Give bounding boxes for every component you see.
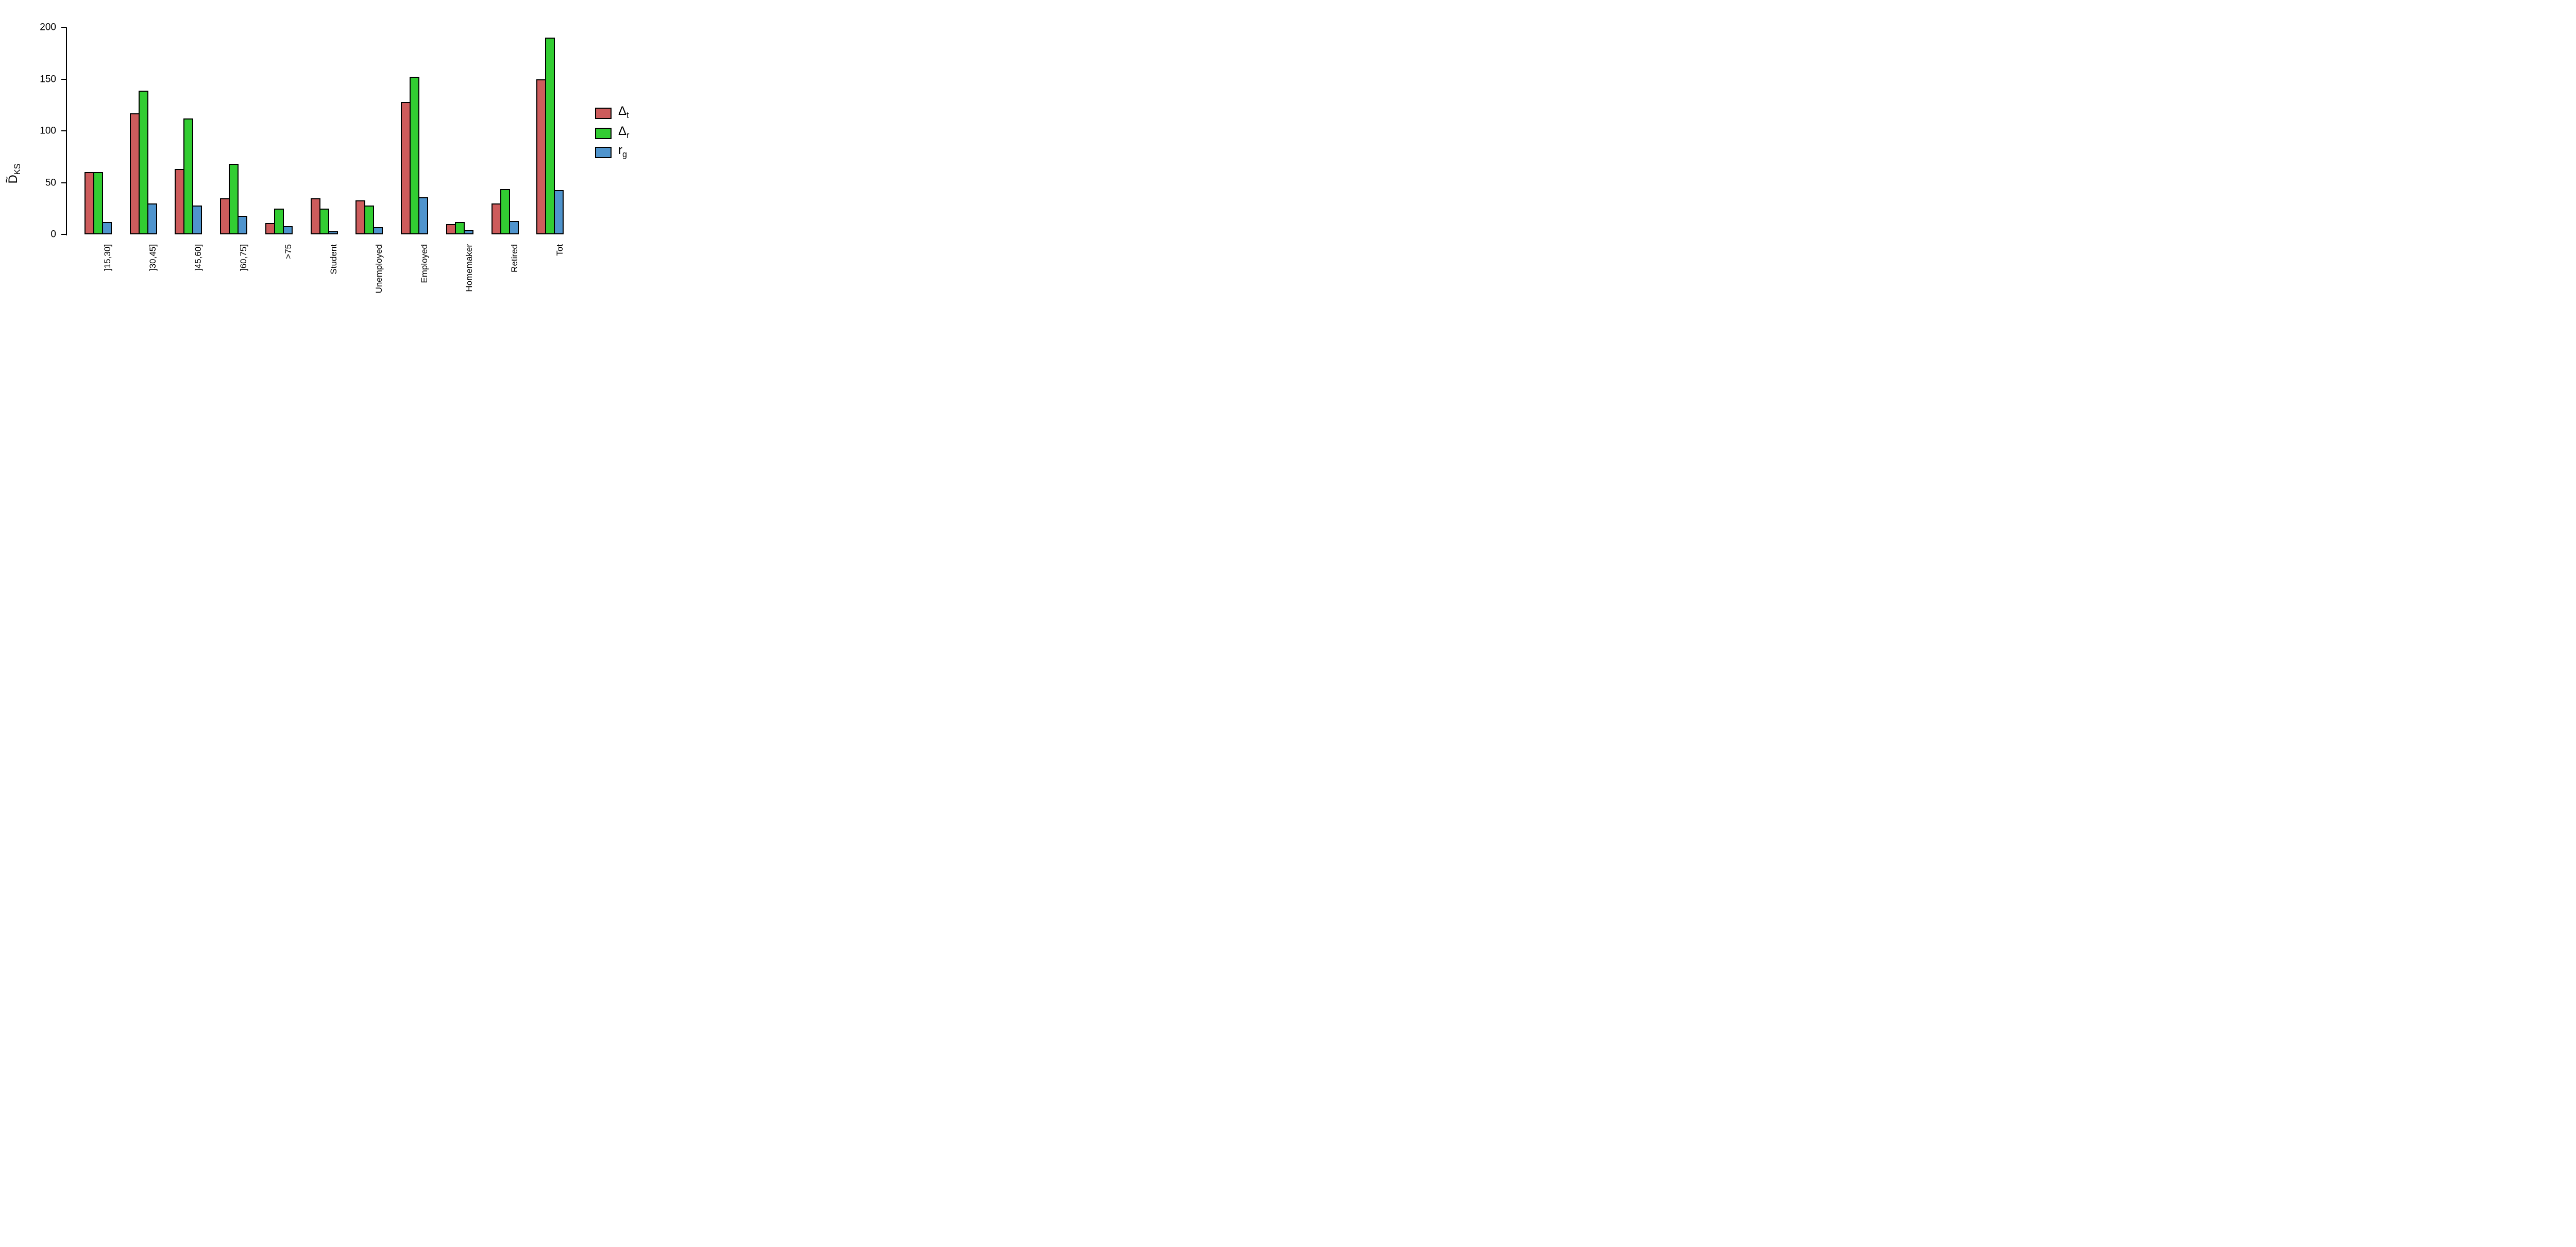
bar-r_g-2 — [192, 205, 202, 234]
legend-swatch-r_g — [595, 146, 612, 158]
y-tick-label-0: 0 — [50, 229, 56, 240]
bar-Delta_r-0 — [93, 172, 103, 234]
bar-r_g-5 — [328, 231, 338, 234]
bar-r_g-10 — [554, 190, 564, 234]
bar-r_g-1 — [147, 203, 157, 234]
legend-entry-Delta_r: Δr — [595, 125, 629, 142]
x-label-1: ]30,45] — [148, 244, 158, 271]
x-label-5: Student — [329, 244, 338, 275]
bar-Delta_r-9 — [500, 189, 510, 234]
legend-swatch-Delta_r — [595, 127, 612, 139]
x-label-7: Employed — [419, 244, 429, 283]
x-label-6: Unemployed — [374, 244, 384, 294]
y-tick-label-200: 200 — [40, 22, 56, 33]
y-tick-0 — [61, 234, 66, 235]
y-tick-label-150: 150 — [40, 74, 56, 84]
bar-Delta_r-2 — [183, 118, 194, 234]
x-label-4: >75 — [283, 244, 294, 259]
y-tick-150 — [61, 78, 66, 80]
y-axis-title: D ~ KS — [0, 163, 23, 184]
bar-Delta_r-4 — [274, 208, 284, 234]
y-axis-title-subscript: KS — [12, 163, 22, 175]
bar-Delta_r-5 — [319, 208, 329, 234]
legend-label-Delta_r: Δr — [618, 124, 630, 140]
bar-r_g-9 — [509, 220, 519, 234]
legend-label-r_g: rg — [618, 143, 628, 159]
bar-Delta_r-8 — [454, 221, 465, 234]
x-label-2: ]45,60] — [193, 244, 203, 271]
bar-Delta_r-1 — [138, 90, 148, 234]
y-tick-100 — [61, 130, 66, 131]
y-axis-line — [66, 27, 67, 235]
y-axis-title-base: D ~ — [0, 175, 21, 184]
legend-swatch-Delta_t — [595, 107, 612, 119]
tilde-accent: ~ — [0, 176, 14, 183]
y-tick-50 — [61, 182, 66, 183]
bar-Delta_r-7 — [410, 77, 419, 234]
bar-r_g-3 — [238, 215, 247, 234]
y-tick-label-100: 100 — [40, 125, 56, 136]
legend-entry-Delta_t: Δt — [595, 105, 629, 122]
x-label-9: Retired — [510, 244, 519, 272]
bar-Delta_r-10 — [545, 38, 555, 234]
bar-r_g-6 — [373, 227, 383, 234]
bar-r_g-4 — [282, 226, 293, 234]
bar-Delta_r-3 — [229, 164, 239, 234]
x-label-8: Homemaker — [464, 244, 474, 292]
x-label-10: Tot — [554, 244, 565, 256]
legend-entry-r_g: rg — [595, 144, 627, 161]
legend-label-Delta_t: Δt — [618, 104, 629, 120]
x-label-3: ]60,75] — [238, 244, 248, 271]
bar-r_g-8 — [463, 230, 473, 234]
bar-chart: D ~ KS 0 50 100 150 200 ]15,30] ]30,45] ]45,60]]… — [0, 0, 644, 312]
bar-Delta_r-6 — [364, 205, 375, 234]
bar-r_g-0 — [101, 221, 112, 234]
y-tick-200 — [61, 27, 66, 28]
y-tick-label-50: 50 — [45, 177, 56, 188]
bar-r_g-7 — [418, 197, 428, 234]
x-label-0: ]15,30] — [103, 244, 113, 271]
